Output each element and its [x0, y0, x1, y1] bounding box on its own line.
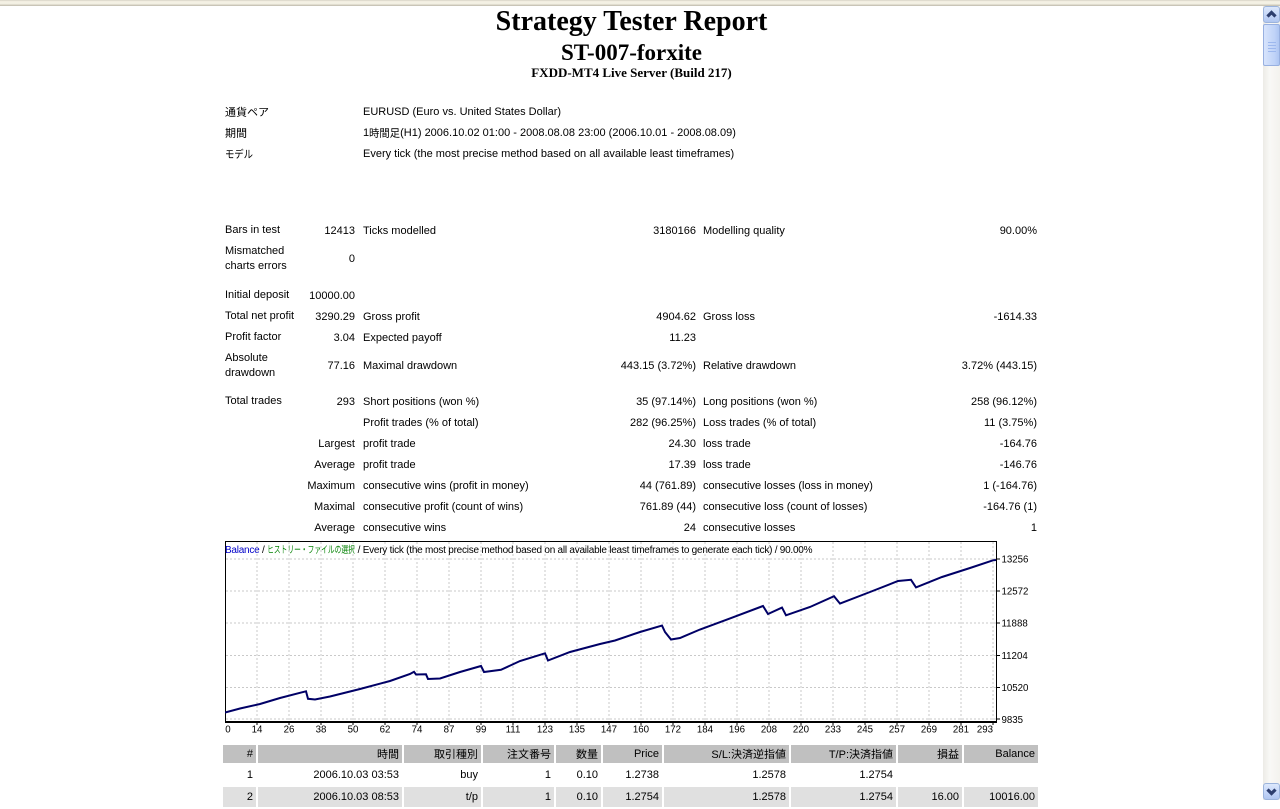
svg-text:123: 123 [537, 725, 553, 736]
svg-text:11204: 11204 [1002, 651, 1029, 662]
svg-text:233: 233 [825, 725, 841, 736]
svg-text:11888: 11888 [1002, 619, 1028, 630]
svg-text:9835: 9835 [1002, 715, 1024, 726]
svg-text:293: 293 [977, 725, 993, 736]
svg-text:0: 0 [225, 725, 231, 736]
svg-text:38: 38 [316, 725, 327, 736]
svg-text:281: 281 [953, 725, 969, 736]
svg-text:220: 220 [793, 725, 810, 736]
svg-text:208: 208 [761, 725, 777, 736]
svg-text:99: 99 [476, 725, 487, 736]
svg-text:245: 245 [857, 725, 873, 736]
svg-text:111: 111 [506, 725, 521, 736]
svg-text:62: 62 [380, 725, 391, 736]
svg-text:26: 26 [284, 725, 295, 736]
svg-text:172: 172 [665, 725, 681, 736]
svg-text:160: 160 [633, 725, 650, 736]
svg-text:50: 50 [348, 725, 359, 736]
svg-text:14: 14 [252, 725, 263, 736]
svg-text:74: 74 [412, 725, 423, 736]
svg-text:269: 269 [921, 725, 937, 736]
svg-text:196: 196 [729, 725, 745, 736]
svg-text:184: 184 [697, 725, 714, 736]
svg-text:12572: 12572 [1002, 587, 1029, 598]
svg-text:10520: 10520 [1002, 683, 1030, 694]
svg-text:147: 147 [601, 725, 617, 736]
svg-text:257: 257 [889, 725, 905, 736]
svg-text:135: 135 [569, 725, 585, 736]
svg-text:13256: 13256 [1002, 555, 1029, 566]
svg-text:87: 87 [444, 725, 455, 736]
